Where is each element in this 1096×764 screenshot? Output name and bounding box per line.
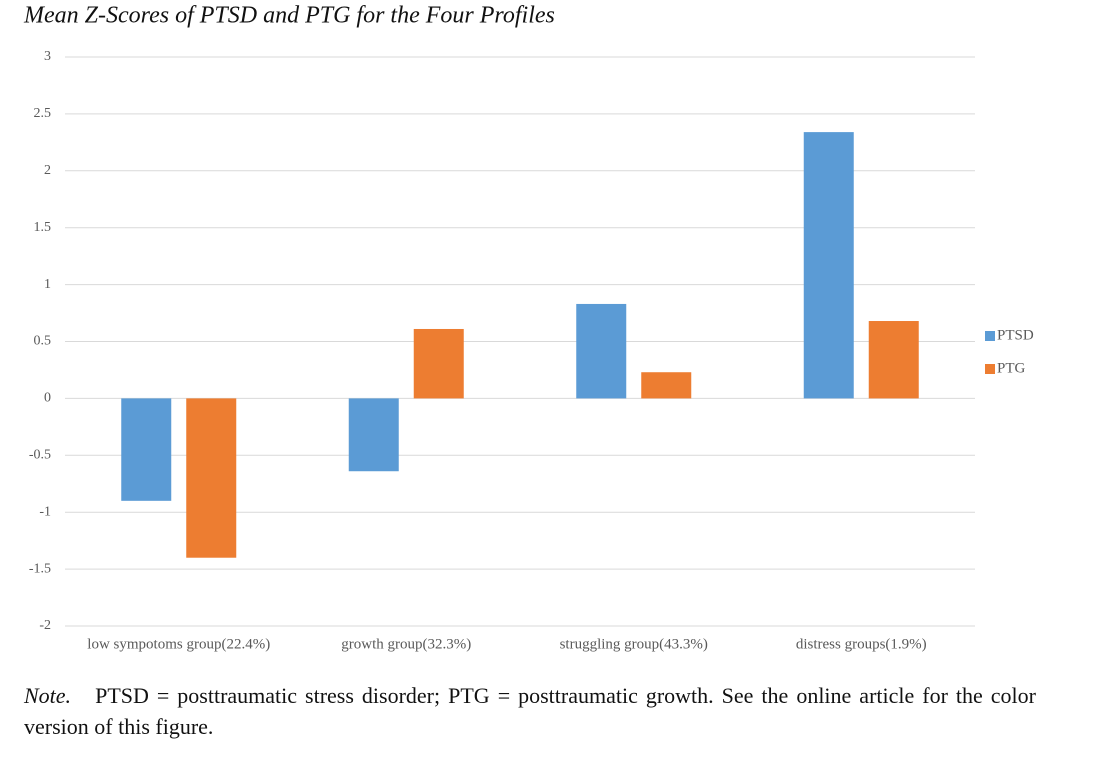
- bar: [641, 372, 692, 399]
- x-tick-label: low sympotoms group(22.4%): [87, 636, 270, 652]
- y-tick-label: 0.5: [34, 334, 52, 349]
- note-text: PTSD = posttraumatic stress disorder; PT…: [24, 683, 1037, 739]
- y-tick-label: 1: [44, 277, 51, 292]
- legend-label: PTG: [997, 360, 1026, 376]
- y-tick-label: 3: [44, 49, 51, 64]
- bar: [186, 398, 237, 558]
- y-tick-label: -1: [39, 504, 51, 519]
- legend-swatch: [985, 364, 995, 374]
- note-label: Note.: [24, 683, 72, 708]
- y-tick-label: -2: [39, 618, 51, 633]
- legend-swatch: [985, 331, 995, 341]
- y-tick-label: 0: [44, 391, 51, 406]
- bar: [121, 398, 172, 501]
- y-tick-label: 1.5: [34, 220, 52, 235]
- x-tick-label: growth group(32.3%): [341, 636, 471, 652]
- bar: [803, 132, 854, 399]
- x-tick-label: distress groups(1.9%): [796, 636, 927, 652]
- y-tick-label: 2.5: [34, 106, 52, 121]
- note: Note. PTSD = posttraumatic stress disord…: [24, 680, 1036, 742]
- y-tick-label: -1.5: [29, 561, 51, 576]
- y-tick-label: 2: [44, 163, 51, 178]
- chart: Mean Z-Scores of PTSD and PTG for the Fo…: [23, 3, 1034, 653]
- bar: [868, 321, 919, 399]
- chart-title: Mean Z-Scores of PTSD and PTG for the Fo…: [23, 3, 555, 29]
- bar: [413, 328, 464, 399]
- bar: [348, 398, 399, 472]
- y-tick-label: -0.5: [29, 448, 51, 463]
- bar: [576, 303, 627, 399]
- x-tick-label: struggling group(43.3%): [560, 636, 708, 652]
- legend-label: PTSD: [997, 327, 1034, 343]
